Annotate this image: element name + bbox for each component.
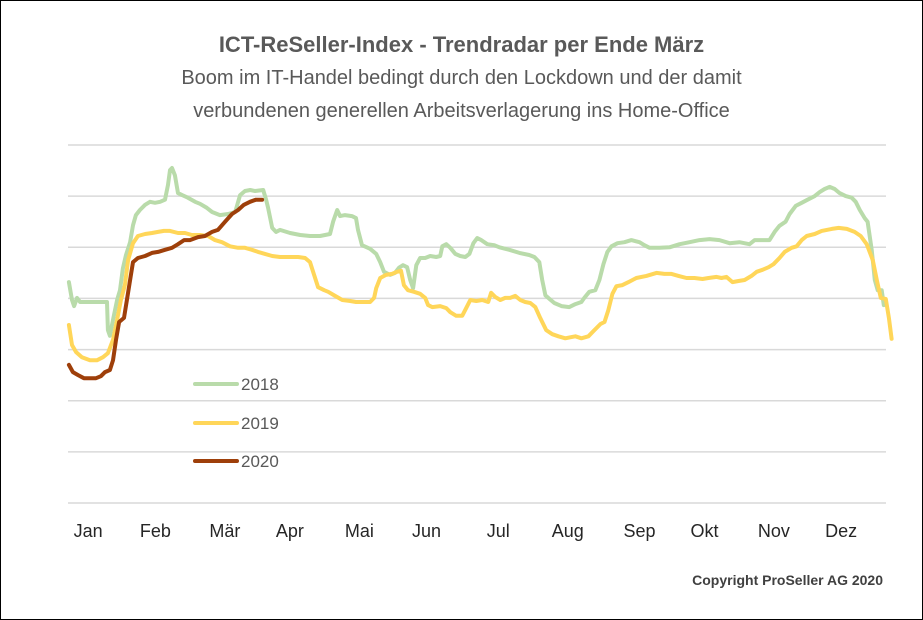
series-lines [66,166,894,381]
x-tick-label: Sep [623,521,655,541]
x-tick-label: Feb [140,521,171,541]
x-tick-label: Okt [690,521,718,541]
legend-label: 2019 [241,414,279,433]
series-line-2020 [66,197,265,381]
x-tick-label: Jul [487,521,510,541]
x-tick-label: Jan [74,521,103,541]
x-tick-label: Nov [758,521,790,541]
x-axis-tick-labels: Jan Feb Mär Apr Mai Jun Jul Aug Sep Okt Nov Dez [74,521,858,541]
x-tick-label: Dez [825,521,857,541]
legend-item-2020: 2020 [193,452,279,471]
chart-title: ICT-ReSeller-Index - Trendradar per Ende… [218,32,705,57]
x-tick-label: Jun [412,521,441,541]
series-line-2018 [66,166,886,338]
legend-label: 2018 [241,375,279,394]
x-tick-label: Mai [345,521,374,541]
legend-item-2018: 2018 [193,375,279,394]
legend-item-2019: 2019 [193,414,279,433]
chart-subtitle-line-2: verbundenen generellen Arbeitsverlagerun… [193,100,730,122]
x-tick-label: Mär [209,521,240,541]
legend-label: 2020 [241,452,279,471]
gridlines [68,144,886,504]
x-tick-label: Apr [276,521,304,541]
legend: 2018 2019 2020 [193,375,279,471]
x-tick-label: Aug [552,521,584,541]
chart-subtitle-line-1: Boom im IT-Handel bedingt durch den Lock… [181,67,742,89]
copyright-text: Copyright ProSeller AG 2020 [692,572,883,588]
